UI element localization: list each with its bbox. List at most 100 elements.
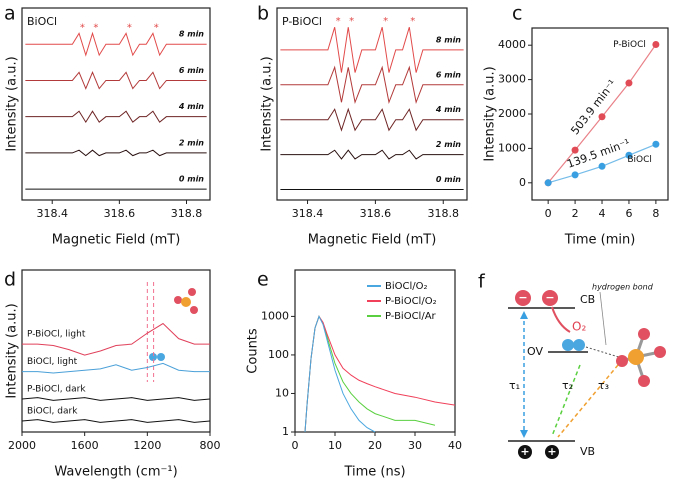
electron-sign: −	[518, 291, 527, 304]
trace-label: 0 min	[179, 175, 204, 184]
peak-marker: *	[127, 22, 132, 33]
trace-label: 0 min	[436, 175, 461, 184]
trace-label: 8 min	[179, 30, 204, 39]
x-axis-label: Time (ns)	[343, 465, 405, 480]
trace-label: 8 min	[436, 35, 461, 44]
sample-label: P-BiOCl	[282, 15, 322, 28]
electron	[542, 290, 558, 306]
o2-label: O₂	[572, 320, 586, 334]
data-point	[652, 41, 660, 49]
tau1-label: τ₁	[509, 379, 520, 392]
x-tick-label: 2	[572, 207, 579, 220]
trace-label: 4 min	[178, 102, 204, 111]
data-point	[598, 162, 606, 170]
hbond-label: hydrogen bond	[592, 283, 654, 292]
data-point	[625, 151, 633, 159]
x-tick-label: 318.8	[171, 207, 203, 220]
x-tick-label: 30	[408, 439, 422, 452]
legend-label: P-BiOCl	[613, 40, 646, 50]
x-tick-label: 0	[292, 439, 299, 452]
spectrum	[280, 27, 464, 73]
sample-label: BiOCl	[27, 15, 57, 28]
diagram-f: f CB VB − − + + τ₁ O₂ OV hydrogen bond	[478, 271, 666, 459]
legend-label: BiOCl/O₂	[385, 281, 428, 292]
y-tick-label: 4000	[498, 38, 526, 51]
x-tick-label: 10	[328, 439, 342, 452]
h-bond	[585, 346, 623, 359]
x-axis-label: Magnetic Field (mT)	[52, 233, 181, 248]
phosphate-icon	[616, 328, 666, 387]
x-tick-label: 800	[200, 439, 221, 452]
panel-letter: b	[257, 3, 269, 25]
series-line	[304, 315, 376, 433]
plot-frame	[294, 269, 456, 433]
peak-marker: *	[410, 16, 415, 27]
y-tick-label: 0	[519, 176, 526, 189]
vb-label: VB	[580, 445, 595, 458]
x-tick-label: 318.6	[360, 207, 392, 220]
plot-frame	[276, 7, 468, 201]
x-tick-label: 4	[599, 207, 606, 220]
y-tick-label: 100	[268, 348, 289, 361]
y-tick-label: 3000	[498, 73, 526, 86]
panel-letter: c	[512, 3, 522, 25]
data-point	[571, 146, 579, 154]
tau3-label: τ₃	[598, 379, 609, 392]
electron-sign: −	[545, 291, 554, 304]
peak-marker: *	[336, 16, 341, 27]
y-tick-label: 10	[275, 386, 289, 399]
data-point	[598, 113, 606, 121]
trace-label: 2 min	[436, 140, 461, 149]
spectrum	[280, 65, 464, 105]
data-point	[571, 171, 579, 179]
trace-label: 4 min	[435, 105, 461, 114]
plot-frame	[21, 269, 211, 433]
spectrum	[25, 31, 207, 57]
x-axis-label: Magnetic Field (mT)	[308, 233, 437, 248]
x-tick-label: 1600	[71, 439, 99, 452]
trace-label: 2 min	[179, 138, 204, 147]
panel-letter: a	[4, 3, 16, 25]
y-axis-label: Counts	[246, 328, 261, 374]
trace-label: BiOCl, dark	[27, 407, 78, 417]
data-point	[652, 140, 660, 148]
trace-label: 6 min	[436, 70, 461, 79]
ov-label: OV	[527, 345, 543, 358]
peak-marker: *	[154, 22, 159, 33]
series-line	[304, 315, 456, 433]
data-point	[544, 179, 552, 187]
x-axis-label: Wavelength (cm⁻¹)	[54, 465, 177, 480]
spectrum	[21, 397, 211, 401]
x-tick-label: 0	[545, 207, 552, 220]
y-axis-label: Intensity (a.u.)	[483, 66, 498, 161]
series-line	[304, 315, 436, 433]
y-tick-label: 1	[282, 425, 289, 438]
legend-label: BiOCl	[627, 155, 652, 165]
spectrum	[21, 419, 211, 423]
spectrum	[25, 70, 207, 90]
x-tick-label: 1200	[133, 439, 161, 452]
y-axis-label: Intensity (a.u.)	[260, 56, 275, 151]
x-tick-label: 318.6	[104, 207, 136, 220]
o2-atom	[562, 339, 574, 351]
x-tick-label: 6	[625, 207, 632, 220]
x-tick-label: 8	[652, 207, 659, 220]
y-axis-label: Intensity (a.u.)	[5, 56, 20, 151]
o2-atom	[573, 339, 585, 351]
transfer-arrow	[551, 306, 571, 333]
hbond-pointer	[599, 291, 607, 346]
trace-label: P-BiOCl, dark	[27, 385, 86, 395]
icons-d	[149, 288, 198, 361]
legend-label: P-BiOCl/O₂	[385, 296, 437, 307]
hole	[518, 445, 532, 459]
spectrum	[22, 362, 210, 374]
slope-label: 139.5 min⁻¹	[565, 136, 631, 170]
panel-letter: e	[257, 269, 269, 291]
spectrum	[280, 149, 464, 160]
trace-label: 6 min	[179, 66, 204, 75]
x-tick-label: 318.8	[428, 207, 460, 220]
panel-letter: f	[478, 271, 486, 293]
trace-label: BiOCl, light	[27, 357, 78, 367]
hole	[545, 445, 559, 459]
y-tick-label: 2000	[498, 107, 526, 120]
